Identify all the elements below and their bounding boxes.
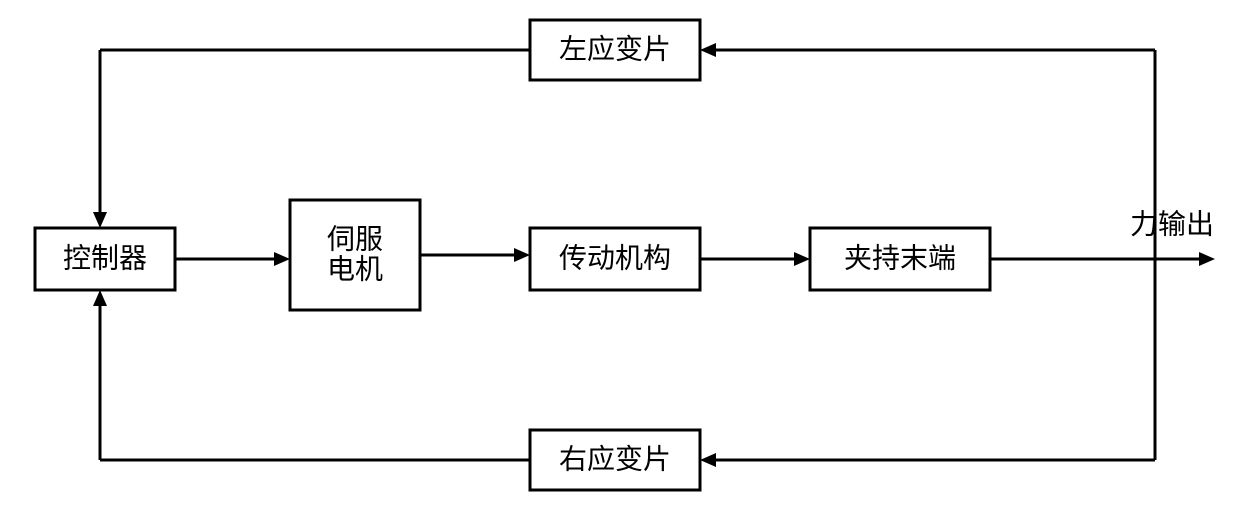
node-rstrain-label: 右应变片: [559, 444, 671, 476]
node-controller-label: 控制器: [63, 243, 147, 275]
node-lstrain-label: 左应变片: [559, 34, 671, 66]
node-trans: 传动机构: [530, 228, 700, 290]
output-label: 力输出: [1130, 209, 1214, 241]
node-grip: 夹持末端: [810, 228, 990, 290]
node-servo-label: 伺服: [327, 224, 383, 256]
node-servo: 伺服电机: [290, 200, 420, 310]
node-grip-label: 夹持末端: [844, 243, 956, 275]
node-trans-label: 传动机构: [559, 243, 671, 275]
node-servo-label: 电机: [327, 254, 383, 286]
node-controller: 控制器: [35, 228, 175, 290]
node-lstrain: 左应变片: [530, 20, 700, 80]
node-rstrain: 右应变片: [530, 430, 700, 490]
